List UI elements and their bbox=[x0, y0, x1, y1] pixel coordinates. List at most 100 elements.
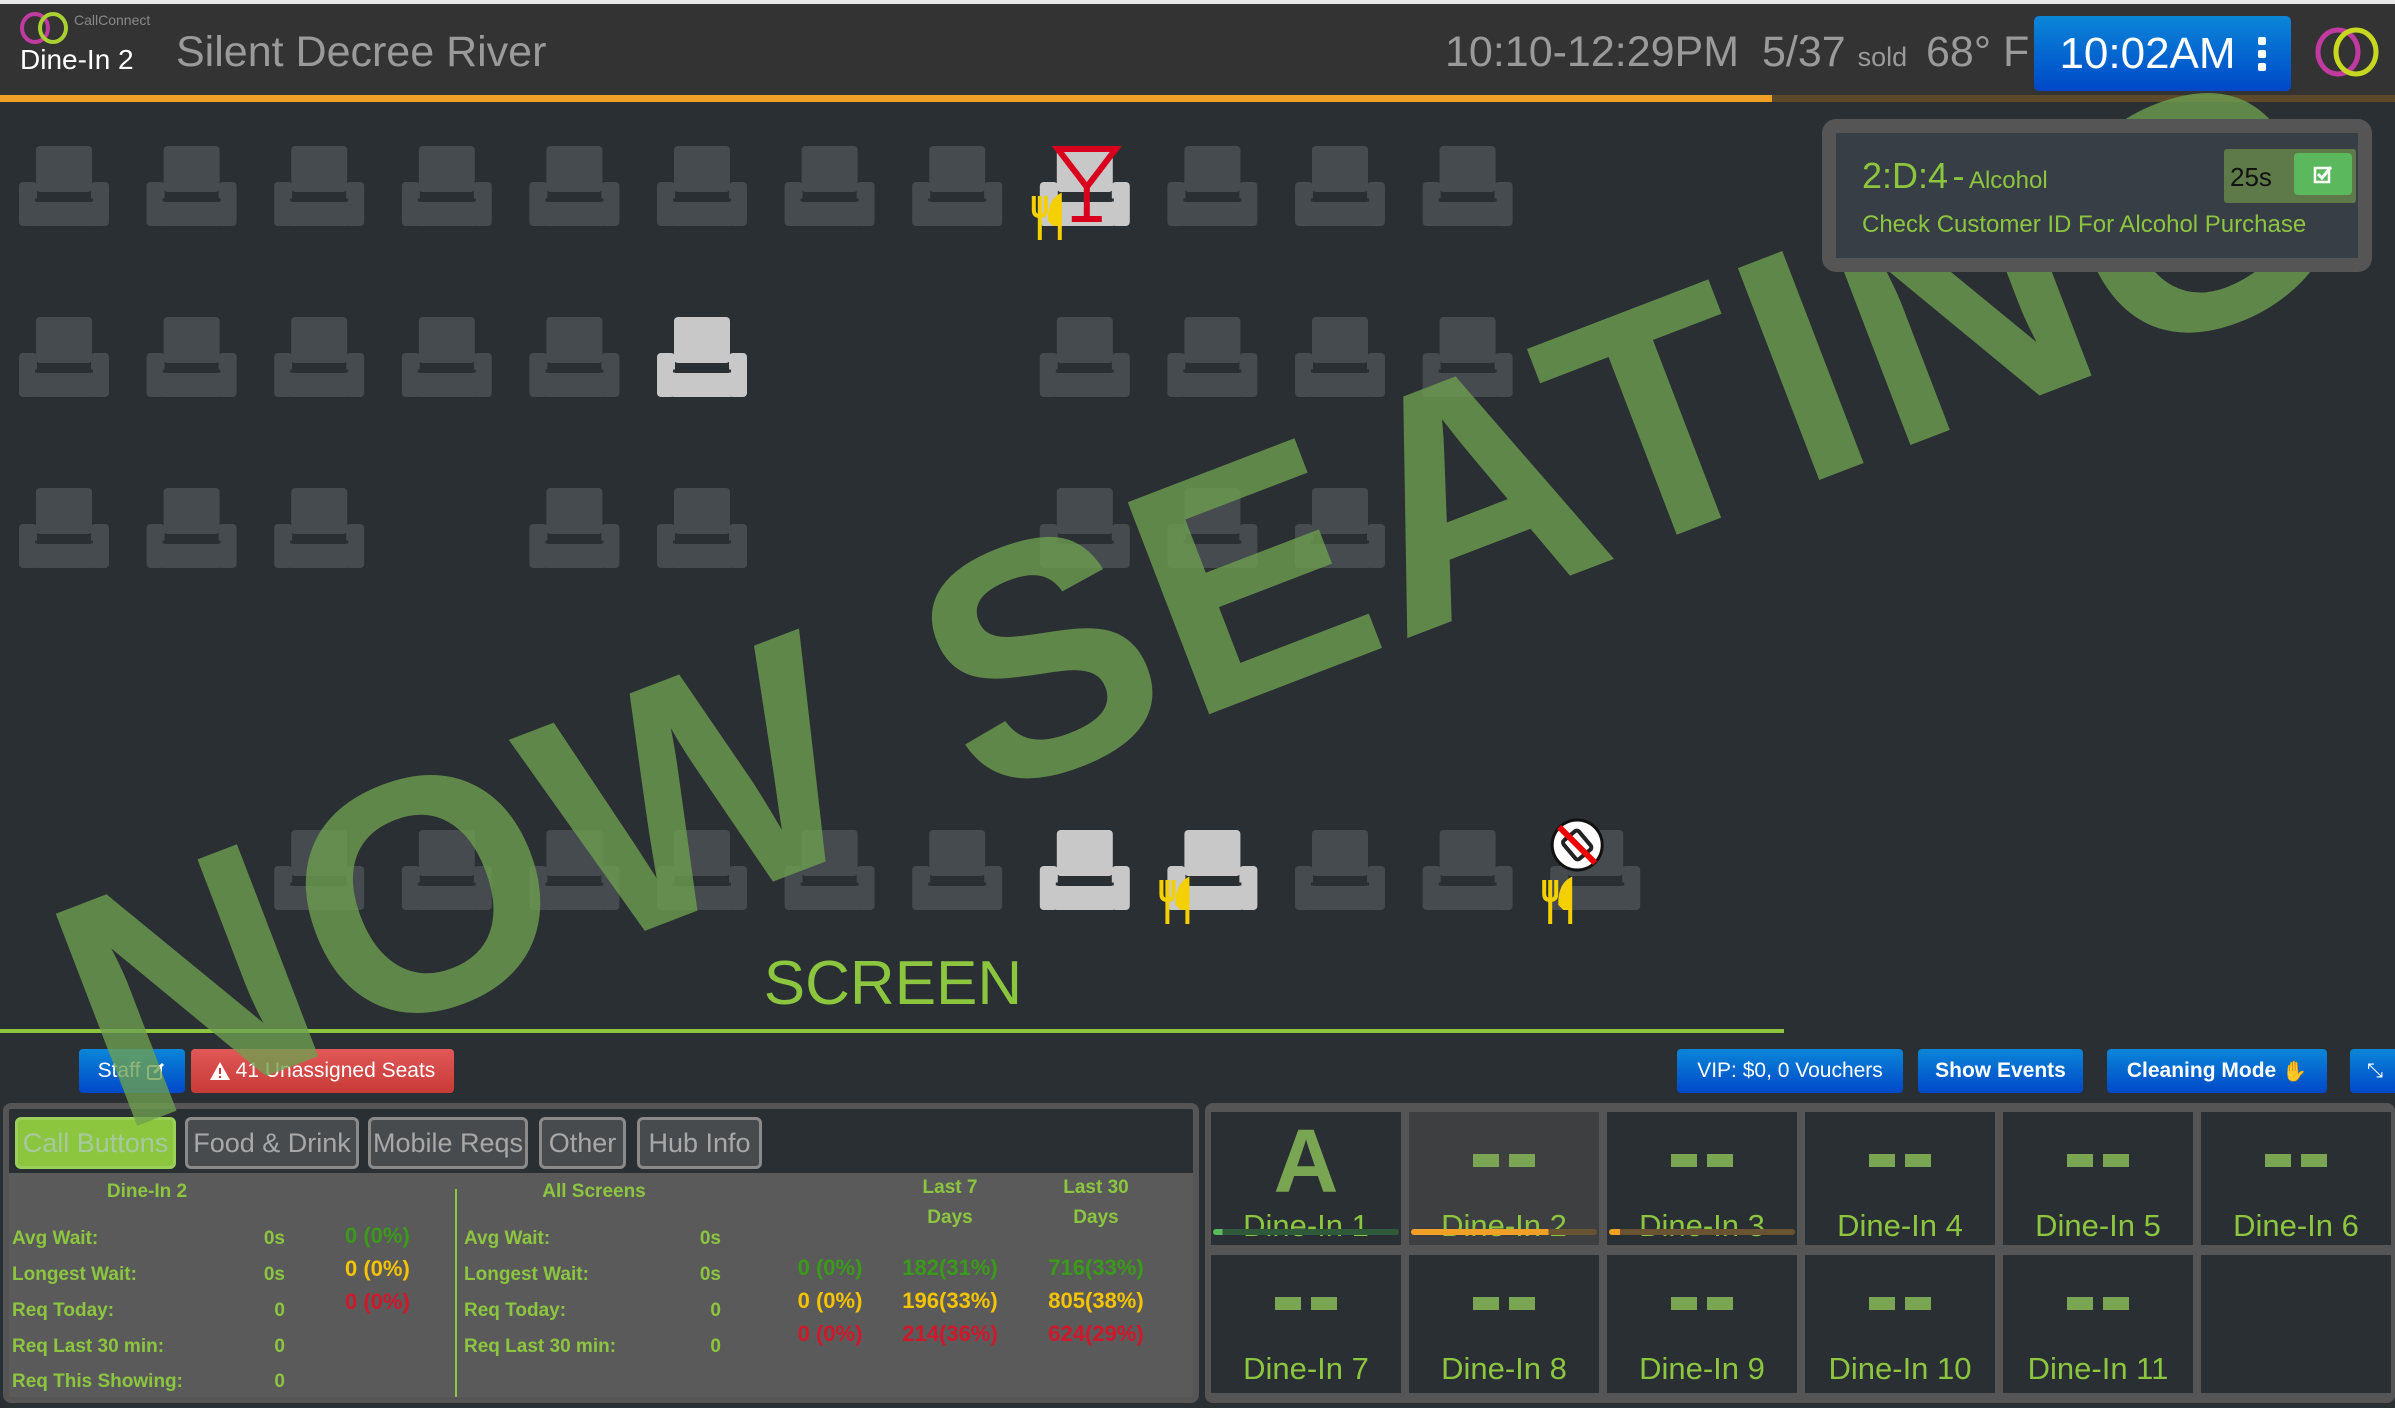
vip-button[interactable]: VIP: $0, 0 Vouchers bbox=[1677, 1049, 1903, 1093]
stat-value: 0 bbox=[274, 1300, 285, 1321]
auditorium-name: Dine-In 11 bbox=[2027, 1351, 2169, 1386]
tab-hub-info[interactable]: Hub Info bbox=[637, 1117, 762, 1169]
tab-food-drink[interactable]: Food & Drink bbox=[185, 1117, 359, 1169]
stats-divider bbox=[455, 1189, 457, 1397]
seat-empty[interactable] bbox=[657, 488, 747, 568]
local-severity-count: 0 (0%) bbox=[345, 1223, 410, 1248]
screen-line bbox=[0, 1029, 1784, 1033]
seat-map bbox=[0, 102, 2395, 1042]
seat-empty[interactable] bbox=[1295, 146, 1385, 226]
unassigned-label: 41 Unassigned Seats bbox=[235, 1059, 436, 1082]
alert-seat: 2:D:4 bbox=[1862, 155, 1949, 196]
acknowledge-button[interactable] bbox=[2294, 153, 2352, 195]
auditorium-name: Dine-In 2 bbox=[1441, 1208, 1567, 1243]
unassigned-seats-button[interactable]: 41 Unassigned Seats bbox=[191, 1049, 454, 1093]
seat-empty[interactable] bbox=[529, 317, 620, 397]
brand-swirl-icon bbox=[2315, 27, 2379, 77]
auditorium-name: Dine-In 6 bbox=[2233, 1208, 2359, 1243]
last-7-title: Last 7 bbox=[922, 1177, 978, 1198]
seat-empty[interactable] bbox=[1039, 488, 1130, 568]
brand-name: CallConnect bbox=[74, 12, 151, 28]
seat-occupied[interactable] bbox=[657, 317, 747, 397]
alert-type: Alcohol bbox=[1968, 167, 2048, 194]
stat-label: Req Today: bbox=[464, 1300, 567, 1321]
seat-empty[interactable] bbox=[1039, 317, 1130, 397]
auditorium-tile[interactable]: Dine-In 2 bbox=[1409, 1112, 1599, 1245]
seat-empty[interactable] bbox=[529, 146, 620, 226]
auditorium-name: Dine-In 7 bbox=[1243, 1351, 1369, 1386]
empty-tile bbox=[2201, 1255, 2391, 1393]
seat-empty[interactable] bbox=[912, 146, 1003, 226]
seat-occupied[interactable] bbox=[1039, 830, 1130, 910]
seat-empty[interactable] bbox=[529, 488, 620, 568]
movie-title: Silent Decree River bbox=[176, 28, 547, 76]
cutlery-icon bbox=[1159, 876, 1190, 924]
seat-empty[interactable] bbox=[784, 146, 875, 226]
seat-empty[interactable] bbox=[529, 830, 620, 910]
seat-grid bbox=[19, 146, 1641, 924]
cutlery-icon bbox=[1031, 192, 1062, 240]
auditorium-tile[interactable]: Dine-In 4 bbox=[1805, 1112, 1995, 1245]
auditorium-tile[interactable]: Dine-In 6 bbox=[2201, 1112, 2391, 1245]
sold-suffix: sold bbox=[1857, 42, 1908, 72]
seat-empty[interactable] bbox=[274, 488, 365, 568]
seat-empty[interactable] bbox=[1295, 317, 1385, 397]
seat-empty[interactable] bbox=[1167, 488, 1258, 568]
seat-empty[interactable] bbox=[1167, 317, 1258, 397]
seat-empty[interactable] bbox=[1295, 488, 1385, 568]
alert-card[interactable]: 2:D:4 - Alcohol Check Customer ID For Al… bbox=[1822, 119, 2372, 272]
show-events-button[interactable]: Show Events bbox=[1918, 1049, 2083, 1093]
staff-button[interactable]: Staff bbox=[79, 1049, 185, 1093]
seat-empty[interactable] bbox=[146, 146, 237, 226]
seat-empty[interactable] bbox=[401, 830, 492, 910]
seat-empty[interactable] bbox=[1422, 830, 1513, 910]
collapse-button[interactable]: ⤡ bbox=[2350, 1049, 2395, 1093]
auditorium-tile[interactable]: Dine-In 8 bbox=[1409, 1255, 1599, 1393]
seat-empty[interactable] bbox=[784, 830, 875, 910]
seat-empty[interactable] bbox=[19, 488, 109, 568]
seat-empty[interactable] bbox=[912, 830, 1003, 910]
auditorium-tile[interactable]: Dine-In 10 bbox=[1805, 1255, 1995, 1393]
no-service-icon bbox=[1550, 818, 1604, 872]
status-dash-icon bbox=[1409, 1112, 1599, 1208]
tab-call-buttons[interactable]: Call Buttons bbox=[15, 1117, 176, 1169]
clock-menu-button[interactable]: 10:02AM bbox=[2034, 16, 2291, 91]
seat-empty[interactable] bbox=[1422, 146, 1513, 226]
local-severity-count: 0 (0%) bbox=[345, 1289, 410, 1314]
seat-empty[interactable] bbox=[657, 830, 747, 910]
seat-empty[interactable] bbox=[146, 488, 237, 568]
auditorium-name: Dine-In 2 bbox=[20, 44, 134, 75]
last7-count: 214(36%) bbox=[902, 1321, 998, 1346]
stat-value: 0 bbox=[274, 1371, 285, 1392]
auditorium-tile[interactable]: Dine-In 11 bbox=[2003, 1255, 2193, 1393]
compress-icon: ⤡ bbox=[2367, 1059, 2383, 1082]
seat-empty[interactable] bbox=[19, 146, 109, 226]
auditorium-tile[interactable]: Dine-In 3 bbox=[1607, 1112, 1797, 1245]
auditorium-tile[interactable]: A Dine-In 1 bbox=[1211, 1112, 1401, 1245]
seat-empty[interactable] bbox=[401, 317, 492, 397]
seat-empty[interactable] bbox=[274, 146, 365, 226]
seat-empty[interactable] bbox=[274, 317, 365, 397]
callconnect-logo-icon bbox=[20, 12, 68, 44]
tab-mobile-reqs[interactable]: Mobile Reqs bbox=[368, 1117, 528, 1169]
tab-other[interactable]: Other bbox=[539, 1117, 626, 1169]
today-count: 0 (0%) bbox=[797, 1255, 863, 1280]
edit-icon bbox=[147, 1062, 165, 1080]
alert-separator: - bbox=[1952, 155, 1965, 196]
cleaning-mode-button[interactable]: Cleaning Mode ✋ bbox=[2107, 1049, 2327, 1093]
seat-empty[interactable] bbox=[657, 146, 747, 226]
stat-value: 0 bbox=[710, 1300, 721, 1321]
auditorium-tile[interactable]: Dine-In 7 bbox=[1211, 1255, 1401, 1393]
seat-empty[interactable] bbox=[1167, 146, 1258, 226]
seat-empty[interactable] bbox=[146, 317, 237, 397]
seat-empty[interactable] bbox=[1422, 317, 1513, 397]
last-30-title: Last 30 bbox=[1063, 1177, 1129, 1198]
auditorium-tile[interactable]: Dine-In 9 bbox=[1607, 1255, 1797, 1393]
seat-empty[interactable] bbox=[19, 317, 109, 397]
seat-empty[interactable] bbox=[401, 146, 492, 226]
auditorium-tile[interactable]: Dine-In 5 bbox=[2003, 1112, 2193, 1245]
local-severity-count: 0 (0%) bbox=[345, 1256, 410, 1281]
seat-empty[interactable] bbox=[274, 830, 365, 910]
stat-value: 0s bbox=[699, 1228, 721, 1249]
seat-empty[interactable] bbox=[1295, 830, 1385, 910]
